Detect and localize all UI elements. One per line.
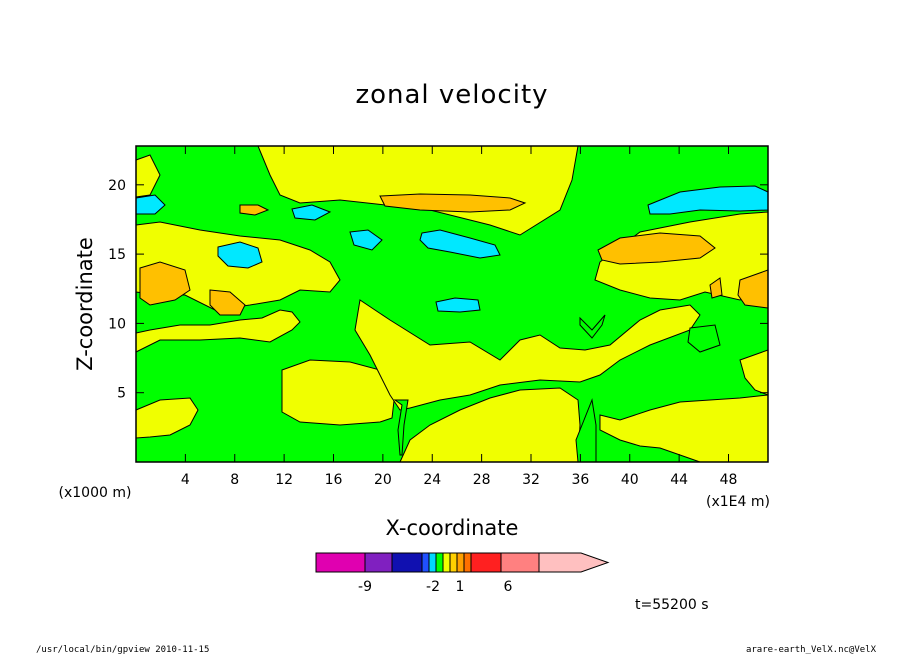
colorbar-segment xyxy=(421,552,430,573)
contour-yellow-center xyxy=(281,359,396,426)
colorbar-tick-label: -9 xyxy=(358,579,372,595)
colorbar-labels: -9 -2 1 6 xyxy=(358,579,513,595)
contour-orange-right xyxy=(597,232,716,265)
x-tick-label: 16 xyxy=(325,472,343,488)
contour-cyan-small xyxy=(349,229,383,251)
y-tick-label: 10 xyxy=(108,316,126,332)
x-axis-ticks: 4 8 12 16 20 24 28 32 36 40 44 48 xyxy=(181,146,738,488)
colorbar-segment xyxy=(435,552,444,573)
contour-orange-small-right xyxy=(709,277,723,299)
x-tick-label: 40 xyxy=(621,472,639,488)
contour-yellow-left-middle xyxy=(135,309,301,353)
contour-orange-left-middle xyxy=(209,289,246,316)
contour-orange-right-edge xyxy=(737,269,769,309)
x-unit-right: (x1E4 m) xyxy=(706,494,770,510)
y-tick-label: 15 xyxy=(108,247,126,263)
contour-cyan-lower xyxy=(435,297,481,313)
contour-cyan-upper xyxy=(291,204,332,221)
colorbar-segment xyxy=(449,552,458,573)
colorbar-segment xyxy=(456,552,465,573)
y-axis-label: Z-coordinate xyxy=(73,237,97,371)
colorbar-segment xyxy=(364,552,393,573)
cyan-regions xyxy=(135,185,769,313)
colorbar-segment xyxy=(391,552,423,573)
footer-left: /usr/local/bin/gpview 2010-11-15 xyxy=(36,645,209,654)
contour-orange-small-top xyxy=(239,204,270,216)
plot-frame xyxy=(135,145,769,463)
contour-cyan-center xyxy=(419,229,501,259)
contour-yellow-center-right xyxy=(354,299,701,411)
x-tick-label: 28 xyxy=(473,472,491,488)
colorbar-segment xyxy=(315,552,366,573)
x-tick-label: 48 xyxy=(720,472,738,488)
colorbar-tick-label: 6 xyxy=(504,579,513,595)
x-unit-left: (x1000 m) xyxy=(59,485,132,501)
colorbar-segment xyxy=(463,552,472,573)
contour-green-island-3 xyxy=(687,324,721,353)
colorbar-arrow xyxy=(538,552,610,573)
x-tick-label: 36 xyxy=(571,472,589,488)
colorbar-segment xyxy=(442,552,451,573)
contour-orange-left xyxy=(139,261,191,306)
colorbar-segment xyxy=(428,552,437,573)
contour-cyan-left xyxy=(217,241,263,269)
y-tick-label: 20 xyxy=(108,178,126,194)
x-tick-label: 20 xyxy=(374,472,392,488)
contour-orange-top-center xyxy=(379,193,527,213)
colorbar xyxy=(315,552,610,573)
x-tick-label: 8 xyxy=(230,472,239,488)
colorbar-tick-label: 1 xyxy=(456,579,465,595)
x-tick-label: 24 xyxy=(423,472,441,488)
contour-green-island-1 xyxy=(393,399,409,456)
colorbar-tick-label: -2 xyxy=(426,579,440,595)
colorbar-segment xyxy=(470,552,502,573)
x-tick-label: 44 xyxy=(670,472,688,488)
x-axis-label: X-coordinate xyxy=(386,516,519,540)
contour-yellow-lower-left xyxy=(135,397,199,439)
x-tick-label: 12 xyxy=(275,472,293,488)
x-tick-label: 32 xyxy=(522,472,540,488)
y-tick-label: 5 xyxy=(117,386,126,402)
green-islands xyxy=(393,314,721,463)
time-label: t=55200 s xyxy=(635,597,709,613)
colorbar-segment xyxy=(500,552,540,573)
chart-title: zonal velocity xyxy=(355,80,548,110)
contour-green-island-4 xyxy=(579,314,606,339)
orange-regions xyxy=(139,193,769,316)
footer-right: arare-earth_VelX.nc@VelX xyxy=(746,645,877,654)
x-tick-label: 4 xyxy=(181,472,190,488)
y-axis-ticks: 5 10 15 20 xyxy=(108,178,768,402)
